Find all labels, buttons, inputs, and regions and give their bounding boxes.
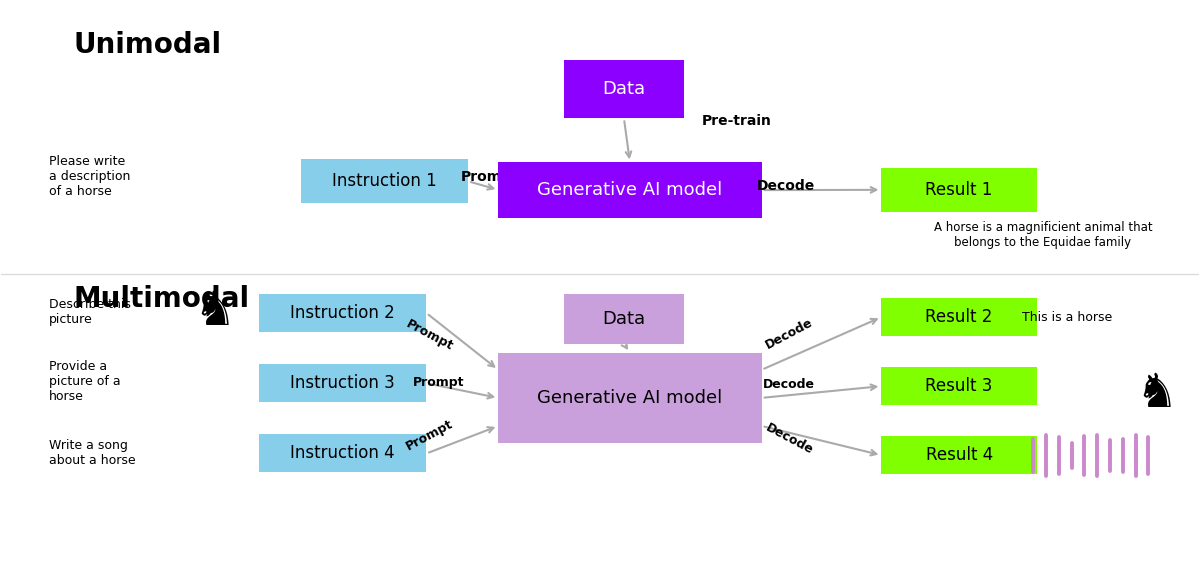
Text: Result 3: Result 3 [925,377,992,395]
Text: Describe this
picture: Describe this picture [49,298,131,326]
Text: Prompt: Prompt [461,170,518,184]
Text: Data: Data [602,310,646,328]
Text: Multimodal: Multimodal [73,285,250,313]
FancyBboxPatch shape [301,159,468,203]
FancyBboxPatch shape [498,162,762,218]
Text: Generative AI model: Generative AI model [538,389,722,407]
Text: Result 2: Result 2 [925,308,992,326]
Text: Generative AI model: Generative AI model [538,181,722,199]
FancyBboxPatch shape [881,298,1037,336]
Text: A horse is a magnificient animal that
belongs to the Equidae family: A horse is a magnificient animal that be… [934,221,1152,249]
Text: Instruction 4: Instruction 4 [290,445,395,463]
Text: Unimodal: Unimodal [73,31,221,59]
Text: Prompt: Prompt [404,418,456,453]
Text: Data: Data [602,80,646,98]
Text: Decode: Decode [763,316,815,352]
FancyBboxPatch shape [881,436,1037,475]
Text: Prompt: Prompt [404,317,456,353]
FancyBboxPatch shape [259,435,426,473]
Text: Please write
a description
of a horse: Please write a description of a horse [49,155,131,199]
Text: Decode: Decode [763,378,815,391]
Text: Provide a
picture of a
horse: Provide a picture of a horse [49,360,121,403]
Text: Instruction 2: Instruction 2 [290,304,395,322]
Text: Result 4: Result 4 [925,446,992,465]
FancyBboxPatch shape [881,367,1037,405]
Text: Instruction 1: Instruction 1 [332,172,437,191]
Text: ♞: ♞ [1135,372,1178,417]
Text: Instruction 3: Instruction 3 [290,374,395,392]
FancyBboxPatch shape [498,353,762,443]
FancyBboxPatch shape [564,294,684,344]
FancyBboxPatch shape [259,294,426,332]
FancyBboxPatch shape [564,60,684,118]
Text: Write a song
about a horse: Write a song about a horse [49,439,136,467]
Text: Decode: Decode [763,421,815,457]
Text: Result 1: Result 1 [925,181,992,199]
Text: Pre-train: Pre-train [702,114,772,128]
Text: ♞: ♞ [193,290,235,335]
FancyBboxPatch shape [259,364,426,402]
Text: Decode: Decode [756,179,815,193]
FancyBboxPatch shape [881,168,1037,212]
Text: Prompt: Prompt [413,376,464,389]
Text: This is a horse: This is a horse [1021,311,1112,324]
